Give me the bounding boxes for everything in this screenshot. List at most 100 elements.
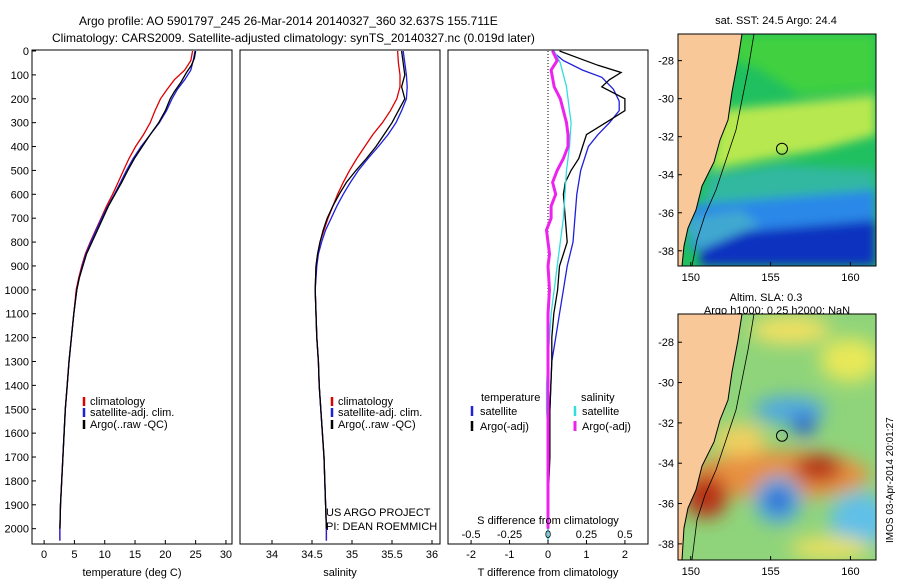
temperature-xlabel: temperature (deg C) [82, 567, 181, 579]
depth-tick-label: 2000 [5, 524, 29, 536]
s-difference-ticks: -0.5 -0.25 0 0.25 0.5 [462, 529, 633, 541]
depth-tick-label: 1700 [5, 452, 29, 464]
series-line-satellite [59, 50, 196, 541]
sla-blue-core-north [792, 415, 816, 435]
sla-map-frame [677, 313, 877, 561]
depth-tick-label: 100 [11, 70, 29, 82]
sla-coastline [681, 314, 743, 560]
map-lon-tick-label: 160 [841, 272, 859, 284]
temperature-tick-label: 15 [129, 549, 141, 561]
legend-label-satellite: satellite-adj. clim. [90, 407, 174, 419]
salinity-tick-label: 34 [266, 549, 278, 561]
depth-tick-label: 1300 [5, 356, 29, 368]
t-diff-tick-label: 1 [583, 549, 589, 561]
series-line-argo [59, 50, 197, 529]
legend-label-climatology: climatology [90, 396, 146, 408]
temperature-tick-label: 20 [159, 549, 171, 561]
diff-series-line-salinity_argo [544, 50, 570, 529]
project-annotation-line-2: PI: DEAN ROEMMICH [326, 521, 437, 533]
sla-blue-eddy-se [830, 492, 876, 548]
legend-label-argo: Argo(..raw -QC) [90, 419, 168, 431]
legend-label-s-satellite: satellite [582, 406, 619, 418]
depth-tick-label: 500 [11, 165, 29, 177]
s-diff-tick-label: 0.5 [617, 529, 632, 541]
depth-tick-label: 1400 [5, 380, 29, 392]
sla-map: 150 155 160 -28 -30 -32 -34 -36 -38 [658, 313, 877, 578]
temperature-tick-label: 0 [41, 549, 47, 561]
depth-tick-label: 1100 [5, 309, 29, 321]
salinity-legend: climatology satellite-adj. clim. Argo(..… [330, 396, 422, 431]
sst-warm-band [730, 34, 876, 95]
sst-coastline [681, 34, 743, 266]
depth-tick-label: 300 [11, 118, 29, 130]
s-diff-tick-label: -0.25 [497, 529, 522, 541]
map-lat-tick-label: -32 [658, 132, 674, 144]
map-lat-tick-label: -30 [658, 94, 674, 106]
temperature-plot-lines [59, 50, 197, 541]
depth-tick-label: 600 [11, 189, 29, 201]
series-line-climatology [314, 50, 401, 541]
difference-panel: -2 -1 0 1 2 -0.5 -0.25 0 0.25 0.5 S difference f… [447, 49, 649, 579]
sla-yellow-west [714, 424, 766, 456]
sla-yellow-north [750, 316, 830, 344]
legend-title-temperature: temperature [481, 392, 540, 404]
map-lon-tick-label: 155 [761, 566, 779, 578]
depth-tick-label: 400 [11, 142, 29, 154]
map-lat-tick-label: -38 [658, 246, 674, 258]
map-lon-tick-label: 160 [841, 566, 859, 578]
temperature-tick-label: 30 [220, 549, 232, 561]
depth-tick-label: 1500 [5, 404, 29, 416]
s-diff-tick-label: 0 [545, 529, 551, 541]
sla-argo-marker [775, 429, 788, 442]
temperature-tick-label: 10 [99, 549, 111, 561]
map-lat-tick-label: -28 [658, 56, 674, 68]
map-lon-tick-label: 150 [682, 566, 700, 578]
sla-land [678, 314, 742, 560]
salinity-frame [239, 49, 441, 545]
depth-tick-label: 1800 [5, 476, 29, 488]
salinity-tick-label: 34.5 [301, 549, 322, 561]
temperature-tick-label: 25 [190, 549, 202, 561]
sla-isobath [691, 314, 755, 560]
series-line-satellite [314, 50, 408, 541]
sla-map-ticks: 150 155 160 -28 -30 -32 -34 -36 -38 [658, 337, 860, 578]
temperature-ticks: 0 5 10 15 20 25 30 [41, 540, 232, 561]
sla-yellow-south [790, 536, 870, 560]
map-lat-tick-label: -34 [658, 170, 674, 182]
sst-map: 150 155 160 -28 -30 -32 -34 -36 -38 [658, 33, 877, 284]
map-lon-tick-label: 155 [761, 272, 779, 284]
sst-argo-marker [775, 142, 788, 155]
depth-tick-label: 0 [23, 46, 29, 58]
depth-tick-label: 700 [11, 213, 29, 225]
temperature-frame [31, 49, 233, 545]
t-difference-xlabel: T difference from climatology [478, 567, 619, 579]
legend-label-t-argo: Argo(-adj) [480, 421, 529, 433]
series-line-argo [314, 50, 406, 529]
temperature-tick-label: 5 [71, 549, 77, 561]
depth-tick-label: 1900 [5, 500, 29, 512]
s-difference-label: S difference from climatology [477, 515, 619, 527]
salinity-panel: 34 34.5 35 35.5 36 salinity climatology sate… [239, 49, 441, 579]
salinity-tick-label: 36 [426, 549, 438, 561]
sst-warm-patch [710, 95, 876, 170]
sla-yellow-ne [820, 338, 876, 382]
sst-isobath [691, 34, 755, 266]
salinity-tick-label: 35.5 [381, 549, 402, 561]
diff-series-line-argo [547, 50, 626, 529]
title-line-1: Argo profile: AO 5901797_245 26-Mar-2014… [79, 14, 498, 28]
sst-map-frame [677, 33, 877, 267]
legend-label-s-argo: Argo(-adj) [582, 421, 631, 433]
salinity-ticks: 34 34.5 35 35.5 36 [266, 540, 438, 561]
sla-map-title-line-1: Altim. SLA: 0.3 [730, 292, 803, 304]
depth-tick-label: 200 [11, 94, 29, 106]
sst-coastal-cool [680, 210, 760, 250]
t-difference-ticks: -2 -1 0 1 2 [466, 540, 628, 561]
map-lat-tick-label: -32 [658, 418, 674, 430]
depth-tick-label: 1200 [5, 333, 29, 345]
map-lat-tick-label: -36 [658, 208, 674, 220]
legend-label-climatology: climatology [338, 396, 394, 408]
sst-land [678, 34, 742, 266]
salinity-xlabel: salinity [323, 567, 357, 579]
sst-map-ticks: 150 155 160 -28 -30 -32 -34 -36 -38 [658, 56, 860, 284]
